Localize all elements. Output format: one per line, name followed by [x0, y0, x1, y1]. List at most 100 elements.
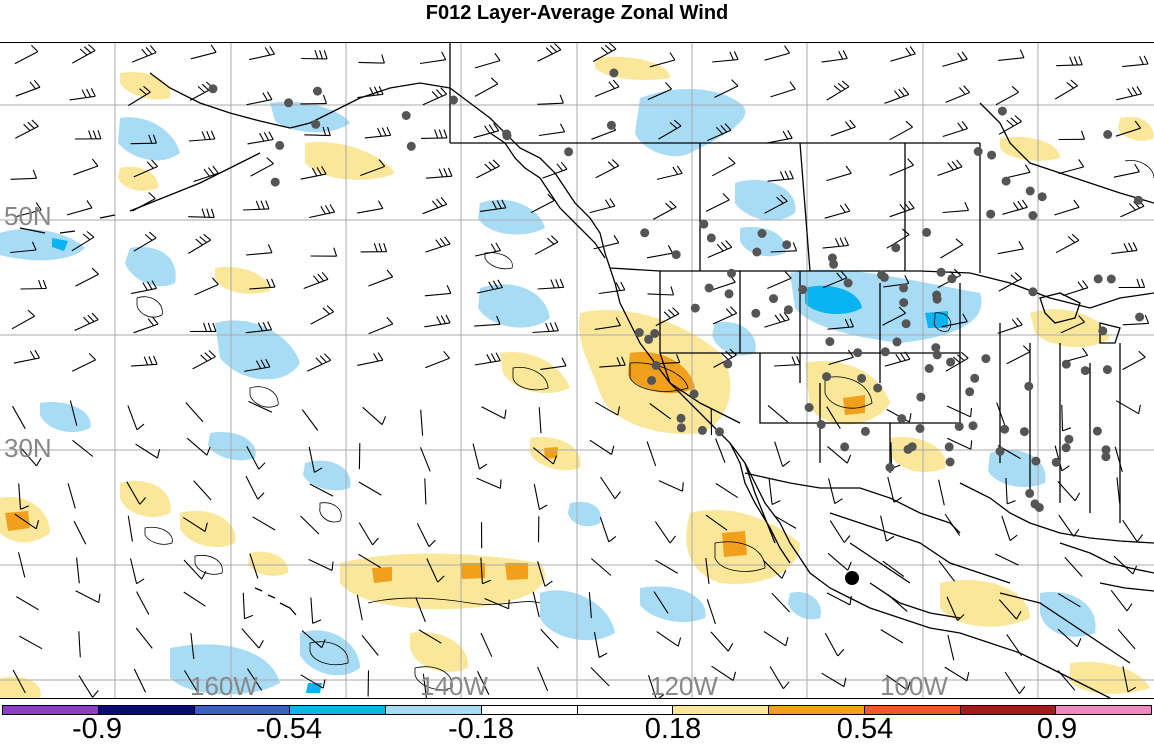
station-dot: [885, 463, 894, 472]
wind-barb: [764, 312, 789, 327]
wind-barb: [68, 483, 75, 508]
wind-barb: [75, 130, 101, 139]
station-dot: [1024, 382, 1033, 391]
negative-anomaly-area: [712, 322, 756, 355]
wind-barb: [826, 166, 851, 181]
lon-label-160w: 160W: [190, 673, 258, 699]
station-dot: [817, 420, 826, 429]
wind-barb: [538, 44, 561, 62]
station-dot: [1052, 458, 1061, 467]
station-dot: [881, 347, 890, 356]
wind-barb: [825, 204, 850, 219]
wind-barb: [1118, 629, 1135, 649]
lon-label-100w: 100W: [880, 673, 948, 699]
wind-barb: [134, 669, 145, 692]
wind-barb: [475, 243, 501, 256]
wind-barb: [193, 351, 216, 369]
wind-barb: [359, 482, 381, 495]
wind-barb: [595, 80, 619, 97]
station-dot: [1081, 366, 1090, 375]
station-dot: [945, 442, 954, 451]
wind-barb: [945, 667, 969, 681]
wind-barb: [1056, 234, 1079, 252]
station-dot: [1025, 489, 1034, 498]
wind-barb: [421, 447, 431, 471]
wind-barb: [13, 406, 26, 429]
wind-barb: [190, 323, 216, 332]
station-dot: [933, 295, 942, 304]
station-dot: [798, 285, 807, 294]
wind-barb: [1119, 279, 1145, 288]
station-dot: [640, 228, 649, 237]
wind-barb: [74, 521, 86, 544]
station-dot: [1135, 313, 1144, 322]
station-dot: [784, 305, 793, 314]
wind-barb: [70, 88, 96, 100]
wind-barb: [304, 272, 328, 288]
wind-barb: [363, 407, 386, 424]
wind-barb: [134, 317, 159, 333]
station-dot: [698, 426, 707, 435]
wind-barb: [716, 439, 725, 463]
station-dot: [996, 447, 1005, 456]
wind-barb: [72, 45, 95, 64]
colorbar: [2, 705, 1152, 715]
wind-barb: [535, 236, 558, 255]
wind-barb: [947, 406, 972, 417]
wind-barb: [822, 50, 848, 62]
negative-anomaly-area: [988, 450, 1046, 487]
positive-anomaly-area: [843, 395, 865, 415]
wind-barb: [772, 593, 790, 612]
wind-barb: [655, 522, 675, 544]
wind-barb: [829, 478, 843, 503]
wind-barb: [943, 202, 969, 212]
wind-barb: [939, 480, 945, 505]
wind-barb: [426, 168, 452, 178]
wind-barb: [830, 521, 850, 543]
wind-barb: [1002, 200, 1027, 214]
wind-barb: [19, 636, 42, 649]
wind-barb: [537, 95, 563, 105]
station-dot: [715, 427, 724, 436]
wind-barb: [599, 282, 625, 294]
wind-barb: [425, 478, 426, 504]
wind-barb: [884, 88, 909, 104]
station-dot: [873, 384, 882, 393]
station-dot: [922, 228, 931, 237]
wind-barb: [191, 45, 216, 59]
wind-barb: [194, 481, 211, 500]
wind-barb: [1115, 447, 1122, 472]
station-dot: [998, 107, 1007, 116]
station-dot: [937, 268, 946, 277]
station-dot: [672, 250, 681, 259]
positive-anomaly-area: [248, 552, 288, 576]
map-panel: 50N 30N 160W 140W 120W 100W: [0, 42, 1154, 699]
wind-barb: [20, 280, 46, 289]
station-dot: [805, 403, 814, 412]
positive-anomaly-area: [500, 352, 570, 393]
station-dot: [1098, 326, 1107, 335]
station-dot: [1028, 211, 1037, 220]
wind-barb: [253, 517, 275, 530]
station-dot: [699, 220, 708, 229]
station-dot: [981, 354, 990, 363]
lat-label-50n: 50N: [4, 203, 52, 229]
wind-barb: [825, 633, 844, 656]
wind-barb: [999, 273, 1022, 292]
station-dot: [313, 87, 322, 96]
wind-barb: [357, 353, 383, 366]
wind-barb: [769, 479, 780, 505]
lon-label-140w: 140W: [420, 673, 488, 699]
wind-barb: [188, 209, 214, 218]
colorbar-label: -0.9: [72, 714, 122, 744]
wind-barb: [770, 666, 789, 688]
wind-barb: [16, 80, 40, 96]
wind-barb: [368, 270, 392, 286]
wind-barb: [362, 635, 378, 655]
wind-barb: [655, 560, 677, 573]
highlighted-station-marker: [845, 571, 859, 585]
wind-barb: [713, 307, 737, 324]
station-dot: [1094, 274, 1103, 283]
wind-barb: [1054, 200, 1079, 215]
station-dot: [1093, 427, 1102, 436]
